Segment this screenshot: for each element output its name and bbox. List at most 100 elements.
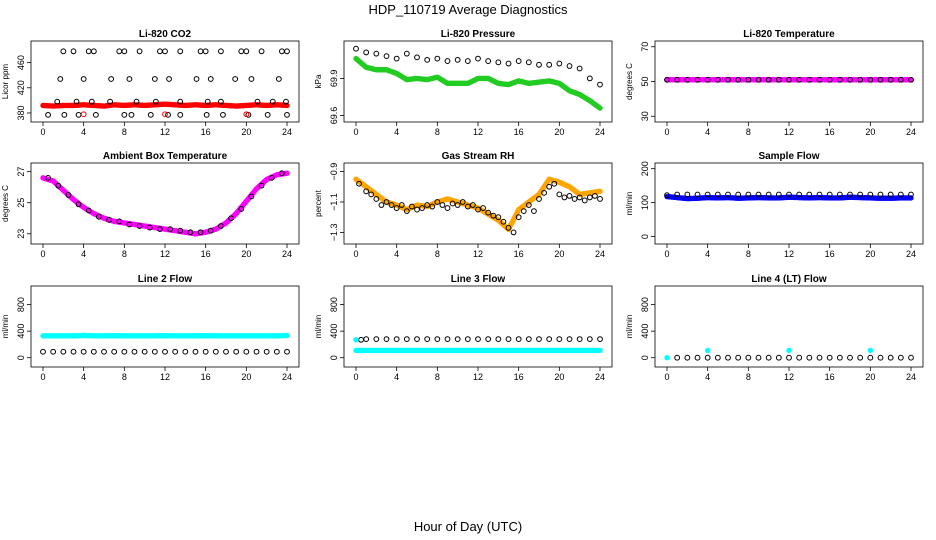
data-point: [495, 59, 502, 66]
data-point: [664, 192, 670, 199]
data-point: [887, 354, 894, 361]
data-point: [193, 76, 200, 82]
data-point: [75, 201, 82, 208]
data-point: [786, 191, 792, 198]
panel-2: Li-820 Pressure kPa 0 4 8 12 16 20 24 69.6 69.9: [314, 29, 613, 137]
y-tick-label: 70: [640, 42, 650, 52]
data-point: [223, 348, 229, 355]
y-tick-label: 69.6: [329, 107, 339, 125]
y-tick-label: 200: [640, 161, 650, 176]
x-tick-label: 24: [595, 127, 605, 137]
x-tick-label: 12: [473, 249, 483, 259]
x-tick-label: 0: [40, 249, 45, 259]
x-tick-label: 8: [746, 249, 751, 259]
data-point: [258, 48, 265, 55]
x-tick-label: 4: [81, 372, 86, 382]
data-point: [694, 191, 701, 198]
data-point: [464, 203, 471, 210]
data-point: [694, 76, 701, 83]
x-tick-label: 12: [160, 127, 170, 137]
data-point: [454, 336, 461, 343]
data-point: [373, 336, 380, 343]
x-tick-label: 0: [353, 249, 358, 259]
data-point: [908, 191, 914, 198]
y-tick-label: 0: [640, 355, 650, 360]
x-tick-label: 24: [282, 249, 292, 259]
data-point: [45, 111, 51, 118]
x-tick-label: 0: [353, 127, 358, 137]
data-point: [725, 354, 731, 361]
data-point: [167, 226, 173, 233]
data-point: [429, 203, 436, 210]
x-tick-label: 12: [784, 372, 794, 382]
data-point: [90, 348, 97, 355]
data-point: [525, 59, 532, 66]
y-tick-label: −0.9: [329, 163, 339, 181]
panel-1: Li-820 CO2 Licor ppm 0 4 8 12 16 20 24 380 420 460: [1, 29, 300, 137]
data-point: [576, 336, 583, 343]
data-point: [60, 48, 67, 55]
data-point: [116, 48, 123, 55]
data-point: [353, 337, 359, 343]
data-point: [111, 348, 118, 355]
data-point: [60, 348, 67, 355]
data-point: [806, 76, 813, 83]
data-point: [485, 58, 492, 64]
data-point: [128, 111, 135, 118]
series-black-average: [356, 180, 603, 236]
x-tick-label: 16: [514, 372, 524, 382]
data-point: [203, 111, 210, 118]
data-point: [414, 206, 420, 213]
data-point: [187, 229, 194, 236]
plot-frame: [30, 40, 300, 123]
x-tick-label: 16: [514, 249, 524, 259]
data-point: [444, 336, 451, 343]
data-point: [745, 191, 752, 198]
x-tick-label: 4: [394, 372, 399, 382]
data-point: [566, 63, 573, 69]
data-point: [116, 218, 123, 225]
data-point: [383, 199, 390, 205]
series-upper-mid-circles: [57, 76, 282, 82]
plot-frame: [343, 40, 613, 123]
data-point: [536, 61, 542, 68]
data-point: [353, 45, 359, 52]
y-tick-label: 69.9: [329, 70, 339, 88]
data-point: [80, 76, 87, 82]
data-point: [424, 336, 431, 343]
data-point: [796, 76, 803, 83]
y-axis-label: ml/min: [625, 315, 634, 339]
panel-title: Li-820 Pressure: [441, 29, 516, 40]
data-point: [786, 354, 792, 361]
data-point: [233, 348, 240, 355]
data-point: [414, 54, 420, 61]
x-tick-label: 16: [514, 127, 524, 137]
panel-4: Ambient Box Temperature degrees C 0 4 8 12 16 2…: [1, 151, 300, 259]
data-point: [248, 76, 255, 82]
y-tick-label: 27: [16, 167, 26, 177]
data-point: [45, 174, 51, 181]
series-green-average: [353, 55, 603, 111]
data-point: [714, 76, 721, 83]
x-tick-label: 20: [554, 249, 564, 259]
x-tick-label: 20: [241, 249, 251, 259]
data-point: [220, 111, 226, 118]
data-point: [73, 98, 80, 105]
data-point: [684, 354, 691, 361]
panel-title: Gas Stream RH: [442, 151, 515, 162]
data-point: [403, 208, 410, 215]
y-axis-label: ml/min: [314, 315, 323, 339]
x-tick-label: 24: [906, 249, 916, 259]
data-point: [755, 354, 762, 361]
series-top-circles: [60, 48, 290, 55]
data-point: [131, 348, 138, 355]
data-point: [454, 202, 461, 208]
data-point: [106, 216, 112, 223]
y-tick-label: 0: [16, 355, 26, 360]
y-axis-label: degrees C: [625, 63, 634, 100]
data-point: [475, 336, 481, 343]
data-point: [162, 111, 168, 118]
data-point: [218, 98, 224, 105]
panel-title: Line 2 Flow: [138, 274, 193, 285]
x-tick-label: 20: [554, 127, 564, 137]
